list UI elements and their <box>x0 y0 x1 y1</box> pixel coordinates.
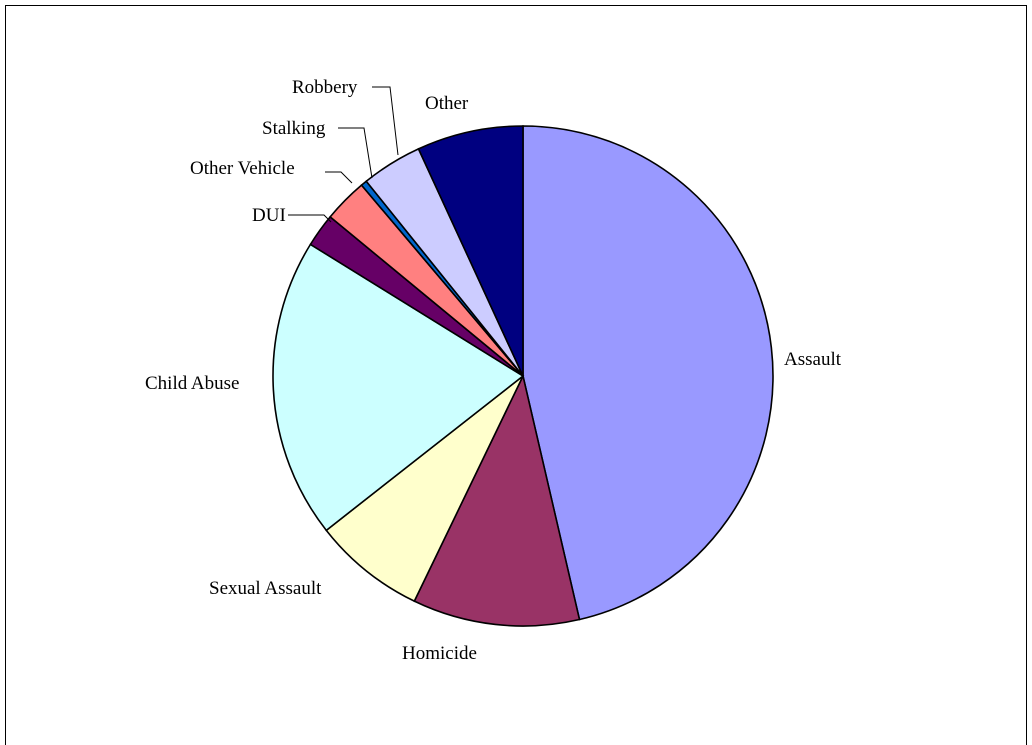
leader-lines <box>288 86 399 223</box>
label-assault: Assault <box>784 349 842 370</box>
leader-line-other-vehicle <box>325 171 353 184</box>
pie-slice-child-abuse <box>272 243 525 532</box>
label-robbery: Robbery <box>292 77 358 98</box>
leader-line-dui <box>288 214 332 223</box>
slice-labels: Assault Homicide Sexual Assault Child Ab… <box>145 77 842 664</box>
pie-slice-homicide <box>413 373 581 627</box>
label-other-vehicle: Other Vehicle <box>190 158 295 179</box>
leader-line-robbery <box>372 86 399 156</box>
pie-slice-sexual-assault <box>325 375 524 603</box>
leader-line-stalking <box>338 127 373 179</box>
label-sexual-assault: Sexual Assault <box>209 578 322 599</box>
pie-slices <box>272 125 774 627</box>
label-child-abuse: Child Abuse <box>145 373 239 394</box>
pie-slice-assault <box>522 125 774 621</box>
label-stalking: Stalking <box>262 118 326 139</box>
label-other: Other <box>425 93 469 114</box>
label-dui: DUI <box>252 205 286 226</box>
pie-slice-other <box>417 125 524 377</box>
label-homicide: Homicide <box>402 643 477 664</box>
